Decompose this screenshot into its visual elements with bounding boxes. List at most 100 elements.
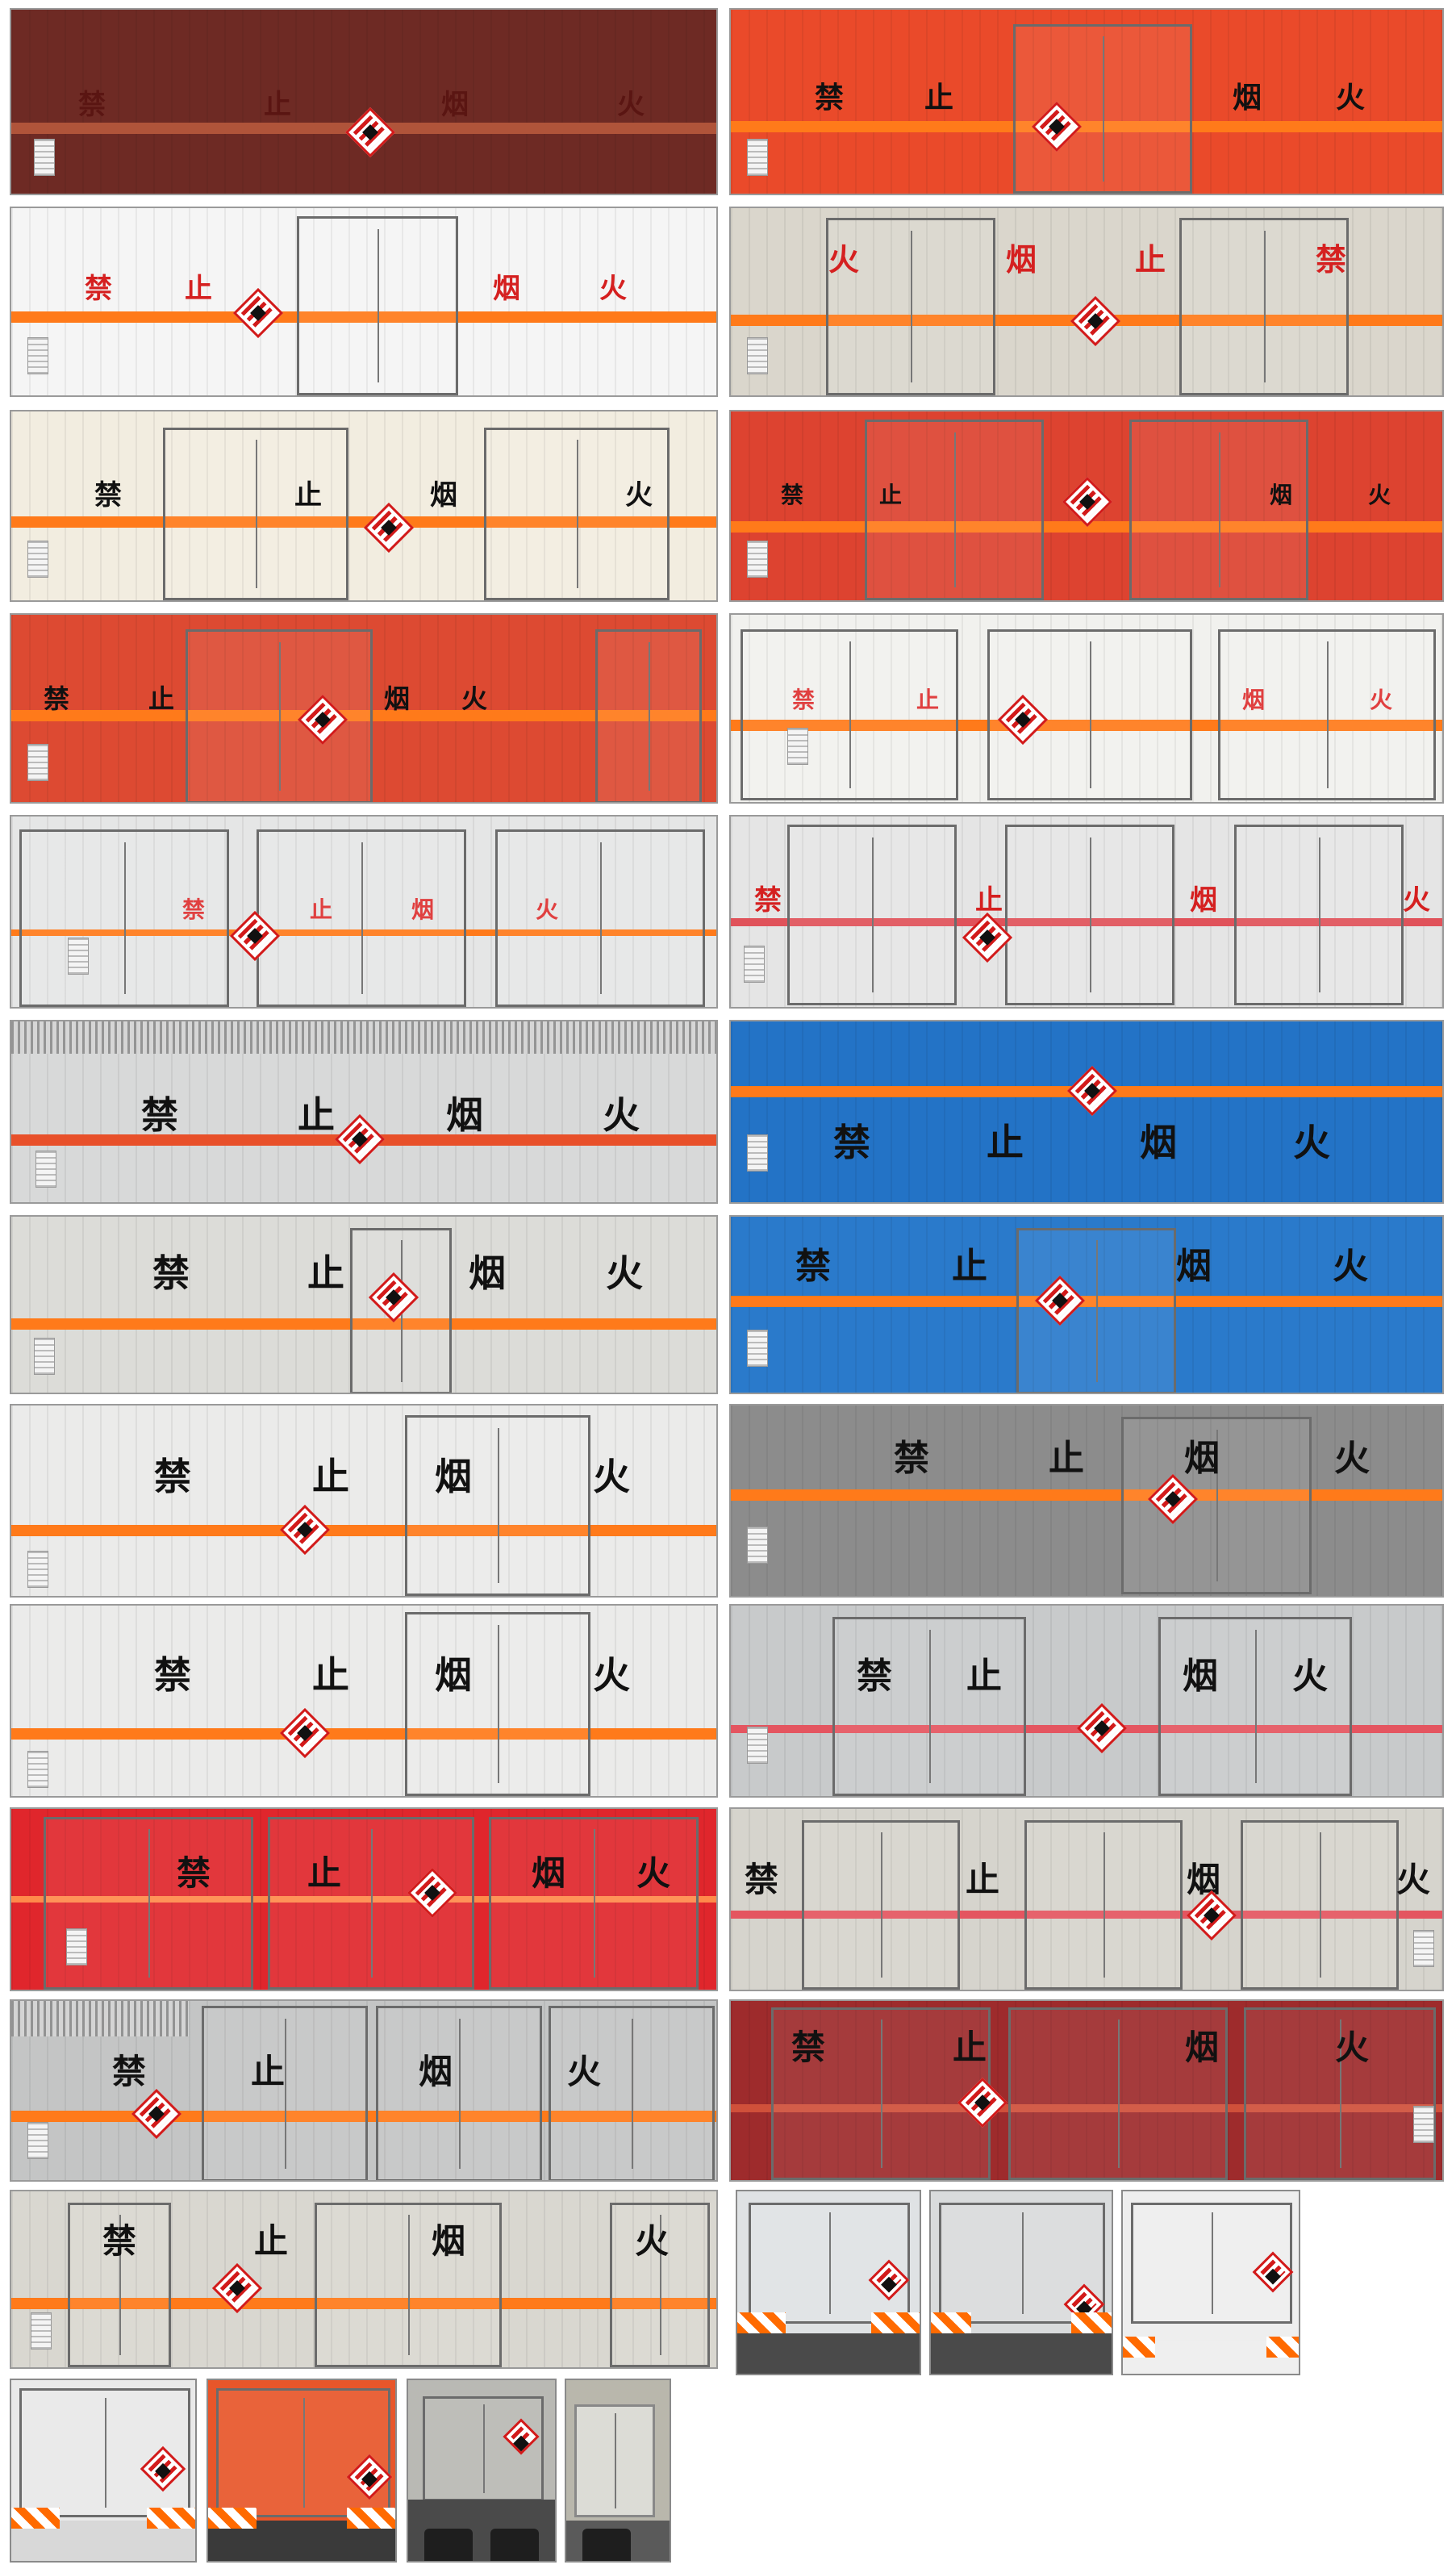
panel-char: 止 xyxy=(253,2221,289,2261)
panel-char: 火 xyxy=(1334,1438,1370,1479)
panel-char: 烟 xyxy=(493,273,520,305)
panel-char: 烟 xyxy=(383,683,411,714)
cargo-door xyxy=(297,216,458,395)
panel-char: 火 xyxy=(634,2221,670,2261)
truck-side-panel: 禁 止 烟 火 xyxy=(729,1404,1444,1598)
panel-char: 火 xyxy=(617,89,645,121)
panel-char: 止 xyxy=(312,1455,349,1498)
panel-char: 烟 xyxy=(1186,1860,1221,1899)
panel-char: 烟 xyxy=(1184,2028,1220,2067)
truck-side-panel: 禁 止 烟 火 xyxy=(10,1604,718,1798)
cargo-door xyxy=(1234,825,1404,1005)
cargo-door xyxy=(405,1415,590,1596)
cargo-door xyxy=(1121,1417,1312,1594)
nameplate xyxy=(1413,1930,1434,1967)
cargo-door xyxy=(1005,825,1174,1005)
cargo-door xyxy=(865,420,1044,600)
panel-char: 烟 xyxy=(1140,1121,1177,1164)
vent-grille xyxy=(11,2001,189,2036)
cargo-door xyxy=(216,2388,390,2517)
cargo-door xyxy=(257,829,466,1007)
nameplate xyxy=(747,1727,768,1764)
panel-char: 禁 xyxy=(78,89,106,121)
nameplate xyxy=(747,541,768,578)
cargo-door xyxy=(1179,218,1349,395)
truck-side-panel: 禁 止 烟 火 xyxy=(729,1215,1444,1394)
panel-char: 火 xyxy=(625,479,653,512)
panel-char: 烟 xyxy=(1269,482,1293,508)
panel-char: 止 xyxy=(965,1860,1000,1899)
cargo-door xyxy=(574,2404,655,2517)
vent-grille xyxy=(11,1021,716,1054)
panel-char: 禁 xyxy=(154,1653,191,1697)
cargo-door xyxy=(802,1820,960,1990)
cargo-door xyxy=(1244,2007,1436,2180)
truck-side-panel: 禁 止 烟 火 xyxy=(10,1999,718,2182)
nameplate xyxy=(34,1338,55,1375)
nameplate xyxy=(747,337,768,374)
panel-char: 火 xyxy=(599,273,627,305)
panel-char: 止 xyxy=(916,687,940,713)
cargo-door xyxy=(484,428,670,600)
panel-char: 止 xyxy=(966,1656,1002,1697)
cargo-door xyxy=(405,1612,590,1796)
cargo-door xyxy=(1016,1228,1176,1393)
nameplate xyxy=(27,1751,48,1788)
nameplate xyxy=(31,2312,52,2350)
cargo-door xyxy=(163,428,348,600)
nameplate xyxy=(66,1928,87,1965)
panel-char: 禁 xyxy=(833,1121,870,1164)
truck-side-panel: 禁 止 烟 火 xyxy=(729,410,1444,602)
nameplate xyxy=(27,337,48,374)
cargo-door xyxy=(1024,1820,1183,1990)
panel-char: 烟 xyxy=(1241,687,1266,713)
nameplate xyxy=(747,1527,768,1564)
cargo-door xyxy=(832,1617,1026,1796)
truck-rear-photo xyxy=(736,2190,921,2375)
cargo-door xyxy=(1129,420,1308,600)
cargo-door xyxy=(549,2006,715,2180)
nameplate xyxy=(34,139,55,176)
panel-char: 止 xyxy=(312,1653,349,1697)
nameplate xyxy=(68,938,89,975)
panel-char: 火 xyxy=(603,1093,640,1137)
panel-char: 火 xyxy=(461,683,488,714)
truck-rear-photo xyxy=(10,2379,197,2563)
panel-char: 禁 xyxy=(814,81,845,115)
panel-char: 禁 xyxy=(43,683,70,714)
truck-side-panel: 禁 止 烟 火 xyxy=(10,2190,718,2369)
nameplate xyxy=(27,1551,48,1588)
panel-char: 禁 xyxy=(1315,242,1347,278)
truck-side-panel: 禁 止 烟 火 xyxy=(10,1215,718,1394)
cargo-door xyxy=(19,829,229,1007)
panel-char: 火 xyxy=(1334,2028,1370,2067)
truck-side-photo xyxy=(565,2379,671,2563)
panel-char: 烟 xyxy=(441,89,469,121)
panel-char: 止 xyxy=(878,482,903,508)
panel-char: 烟 xyxy=(531,1853,566,1893)
cargo-door xyxy=(749,2203,910,2324)
truck-side-panel: 禁 止 烟 火 xyxy=(10,815,718,1009)
panel-char: 火 xyxy=(593,1455,630,1498)
panel-char: 火 xyxy=(1293,1121,1330,1164)
panel-char: 禁 xyxy=(857,1656,892,1697)
panel-char: 火 xyxy=(1396,1860,1431,1899)
panel-char: 火 xyxy=(1333,1246,1368,1287)
panel-char: 止 xyxy=(1049,1438,1084,1479)
cargo-door xyxy=(1158,1617,1352,1796)
panel-char: 禁 xyxy=(111,2052,147,2091)
nameplate xyxy=(747,1330,768,1367)
nameplate xyxy=(35,1151,56,1188)
cargo-door xyxy=(741,629,958,800)
cargo-door xyxy=(787,825,957,1005)
nameplate xyxy=(27,2122,48,2159)
panel-char: 止 xyxy=(294,479,322,512)
cargo-door xyxy=(202,2006,368,2180)
panel-char: 止 xyxy=(1134,242,1166,278)
truck-side-panel: 禁 止 烟 火 xyxy=(729,1999,1444,2182)
truck-side-panel: 禁 止 烟 火 xyxy=(10,1807,718,1991)
truck-rear-photo xyxy=(407,2379,557,2563)
truck-side-panel: 禁 止 烟 火 xyxy=(729,8,1444,195)
panel-char: 禁 xyxy=(780,482,804,508)
cargo-door xyxy=(826,218,995,395)
